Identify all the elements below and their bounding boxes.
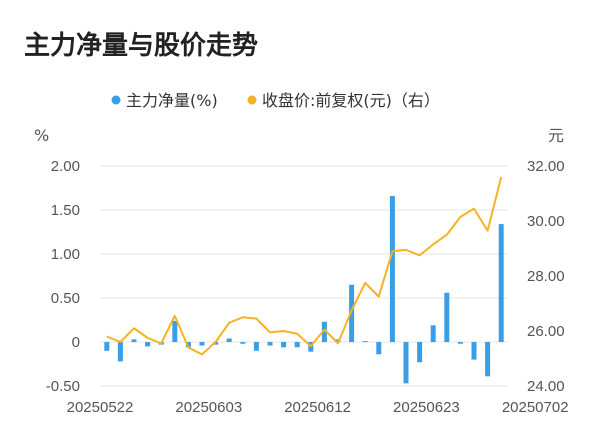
right-axis-unit: 元 <box>548 126 564 145</box>
bar <box>417 342 423 363</box>
price-line <box>106 176 503 356</box>
left-tick-label: 0.50 <box>51 290 80 307</box>
bar <box>145 342 151 347</box>
x-tick-label: 20250702 <box>502 399 569 416</box>
bar-series <box>104 195 504 384</box>
legend: 主力净量(%) 收盘价:前复权(元)（右） <box>111 91 440 110</box>
right-tick-label: 32.00 <box>527 158 565 175</box>
left-axis-unit: % <box>34 126 49 145</box>
legend-bar-label: 主力净量(%) <box>126 91 218 110</box>
bar <box>403 342 409 384</box>
bar <box>444 292 450 342</box>
bar <box>471 342 477 360</box>
left-tick-label: 0 <box>72 334 80 351</box>
bar <box>457 342 463 344</box>
bar <box>240 342 246 344</box>
legend-bar-marker <box>111 95 121 105</box>
bar <box>376 342 382 355</box>
bar <box>226 338 232 342</box>
left-tick-label: 2.00 <box>51 158 80 175</box>
bar <box>253 342 259 351</box>
left-tick-label: 1.00 <box>51 246 80 263</box>
bar <box>104 342 110 351</box>
right-tick-label: 30.00 <box>527 213 565 230</box>
bar <box>172 320 178 342</box>
bar <box>349 284 355 342</box>
bar <box>335 339 341 342</box>
left-tick-label: 1.50 <box>51 202 80 219</box>
x-tick-label: 20250522 <box>67 399 134 416</box>
bar <box>430 325 436 342</box>
bar <box>498 224 504 342</box>
bar <box>389 195 395 342</box>
left-tick-label: -0.50 <box>46 378 80 395</box>
gridlines <box>100 165 508 387</box>
bar <box>267 342 273 346</box>
legend-line-label: 收盘价:前复权(元)（右） <box>262 91 440 110</box>
legend-line-marker <box>247 95 257 105</box>
chart-title: 主力净量与股价走势 <box>24 31 258 61</box>
bar <box>185 342 191 348</box>
bar <box>281 342 287 348</box>
x-axis-ticks: 20250522 20250603 20250612 20250623 20250702 <box>67 399 569 416</box>
left-axis-ticks: -0.50 0 0.50 1.00 1.50 2.00 <box>46 158 80 395</box>
right-tick-label: 26.00 <box>527 323 565 340</box>
bar <box>294 342 300 348</box>
right-axis-ticks: 24.00 26.00 28.00 30.00 32.00 <box>527 158 565 395</box>
bar <box>321 321 327 342</box>
bar <box>131 339 137 342</box>
line-series <box>106 176 503 356</box>
bar <box>362 341 368 343</box>
x-tick-label: 20250603 <box>175 399 242 416</box>
bar <box>199 342 205 346</box>
right-tick-label: 24.00 <box>527 378 565 395</box>
bar <box>485 342 491 377</box>
x-tick-label: 20250612 <box>284 399 351 416</box>
bar <box>117 342 123 362</box>
right-tick-label: 28.00 <box>527 268 565 285</box>
x-tick-label: 20250623 <box>393 399 460 416</box>
